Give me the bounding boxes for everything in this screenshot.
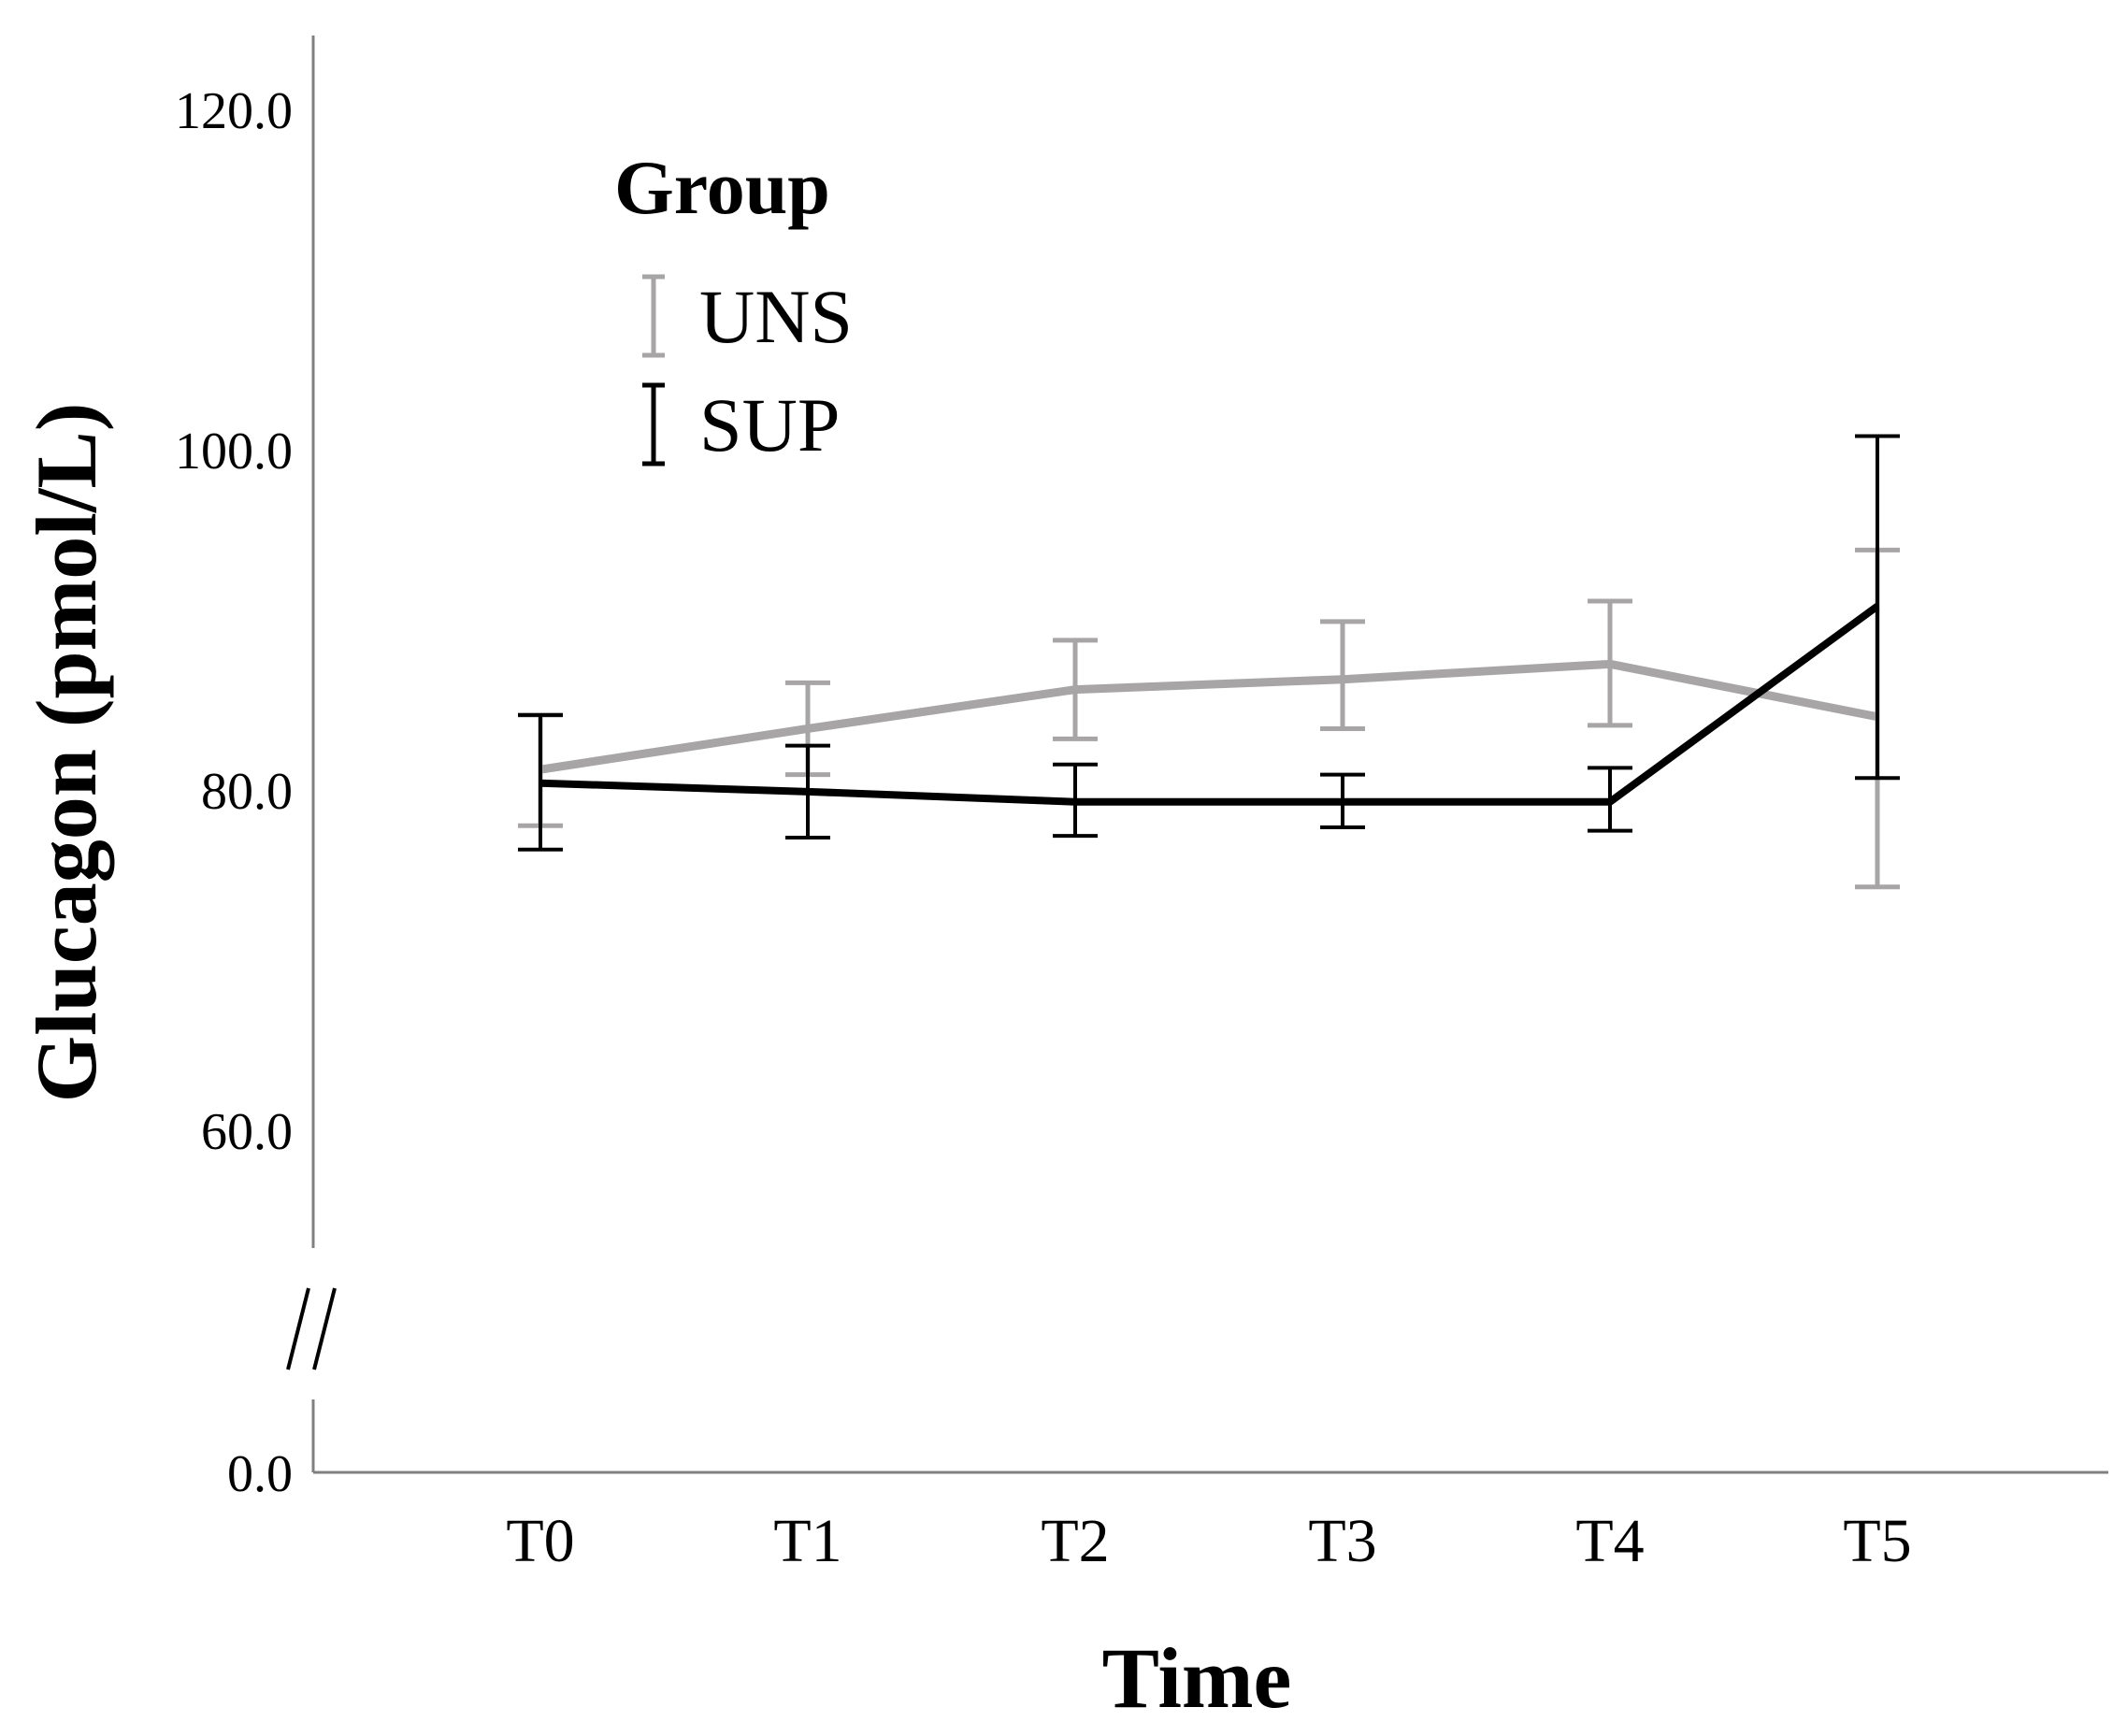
axes-layer bbox=[286, 36, 2108, 1474]
y-tick-label: 60.0 bbox=[201, 1103, 293, 1161]
series-uns bbox=[518, 547, 1900, 890]
legend: Group UNS SUP bbox=[614, 145, 853, 467]
x-tick-labels: T0 T1 T2 T3 T4 T5 bbox=[506, 1507, 1911, 1575]
series-line-sup bbox=[539, 603, 1880, 806]
series-sup bbox=[518, 434, 1900, 852]
legend-label: SUP bbox=[699, 382, 840, 467]
legend-item-sup: SUP bbox=[642, 382, 840, 467]
x-axis-title: Time bbox=[1102, 1630, 1292, 1726]
y-tick-label: 0.0 bbox=[227, 1445, 293, 1503]
legend-item-uns: UNS bbox=[642, 274, 853, 359]
series-line-uns bbox=[539, 659, 1878, 774]
x-tick-label: T3 bbox=[1308, 1507, 1376, 1575]
legend-label: UNS bbox=[699, 274, 853, 359]
x-tick-label: T2 bbox=[1041, 1507, 1109, 1575]
series-layer bbox=[518, 434, 1900, 890]
legend-title: Group bbox=[614, 145, 830, 230]
x-tick-label: T0 bbox=[506, 1507, 574, 1575]
y-tick-label: 80.0 bbox=[201, 763, 293, 821]
y-axis-title: Glucagon (pmol/L) bbox=[19, 403, 114, 1103]
y-tick-label: 100.0 bbox=[175, 423, 293, 481]
x-tick-label: T1 bbox=[773, 1507, 841, 1575]
x-tick-label: T4 bbox=[1575, 1507, 1644, 1575]
axis-break-mark-1 bbox=[286, 1287, 310, 1370]
y-tick-label: 120.0 bbox=[175, 82, 293, 140]
legend-items: UNS SUP bbox=[642, 274, 853, 467]
axis-break-mark-2 bbox=[312, 1287, 337, 1370]
y-tick-labels: 0.0 60.0 80.0 100.0 120.0 bbox=[175, 82, 293, 1503]
x-tick-label: T5 bbox=[1843, 1507, 1911, 1575]
